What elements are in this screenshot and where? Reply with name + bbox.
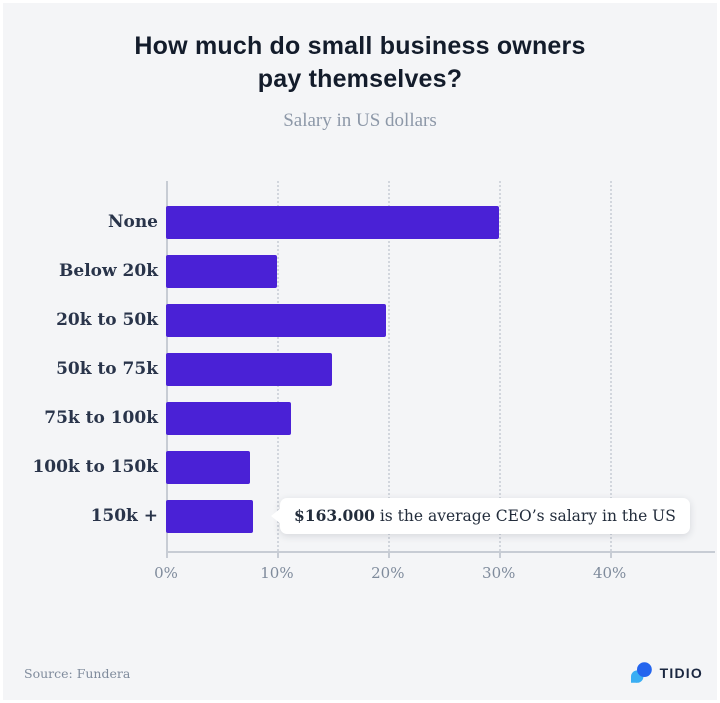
chart-row: Below 20k bbox=[23, 255, 715, 304]
brand-name: TIDIO bbox=[659, 665, 703, 681]
bar bbox=[166, 500, 253, 533]
x-axis-tick-label: 40% bbox=[592, 564, 627, 582]
category-label: None bbox=[107, 212, 158, 232]
x-axis-labels: 0% 10% 20% 30% 40% bbox=[154, 553, 715, 587]
bar bbox=[166, 353, 333, 386]
axis-tick bbox=[166, 553, 168, 558]
gridline bbox=[609, 181, 612, 551]
category-label: 20k to 50k bbox=[56, 310, 158, 330]
axis-tick bbox=[609, 553, 612, 558]
category-label: 150k + bbox=[90, 506, 158, 526]
annotation-text: is the average CEO’s salary in the US bbox=[374, 507, 676, 525]
chart-subtitle: Salary in US dollars bbox=[283, 110, 437, 131]
page-title-line1: How much do small business owners bbox=[134, 32, 586, 60]
chart-row: 100k to 150k bbox=[23, 451, 715, 500]
x-axis-tick-label: 20% bbox=[371, 564, 405, 582]
brand-logo: TIDIO bbox=[628, 660, 703, 686]
bar-track bbox=[166, 451, 715, 484]
axis-tick bbox=[276, 553, 279, 558]
category-label: 75k to 100k bbox=[44, 408, 158, 428]
bar-track bbox=[166, 304, 715, 337]
bar bbox=[166, 402, 292, 435]
chart-rows: None Below 20k 20k to 50k 50k to 75k 75k to … bbox=[23, 206, 715, 549]
bar bbox=[166, 304, 386, 337]
chart-row: 20k to 50k bbox=[23, 304, 715, 353]
x-axis-tick-label: 0% bbox=[154, 564, 178, 582]
category-label: 50k to 75k bbox=[56, 359, 158, 379]
axis-tick bbox=[498, 553, 501, 558]
tidio-logo-icon bbox=[630, 662, 652, 683]
chart-row: 150k + bbox=[23, 500, 715, 549]
chart-row: 75k to 100k bbox=[23, 402, 715, 451]
x-axis-tick-label: 10% bbox=[260, 564, 294, 582]
chart-row: 50k to 75k bbox=[23, 353, 715, 402]
bar-track bbox=[166, 255, 715, 288]
bar-chart: None Below 20k 20k to 50k 50k to 75k 75k to … bbox=[23, 181, 715, 582]
gridline bbox=[498, 181, 501, 551]
category-label: 100k to 150k bbox=[32, 457, 158, 477]
bar-track bbox=[166, 353, 715, 386]
bar-track bbox=[166, 402, 715, 435]
bar-track bbox=[166, 500, 715, 533]
axis-tick bbox=[387, 553, 390, 558]
bar bbox=[166, 451, 251, 484]
source-credit: Source: Fundera bbox=[24, 666, 131, 681]
bar-track bbox=[166, 206, 715, 239]
bar bbox=[166, 255, 277, 288]
gridline bbox=[387, 181, 390, 551]
annotation-callout: $163.000 is the average CEO’s salary in … bbox=[280, 498, 690, 534]
chart-row: None bbox=[23, 206, 715, 255]
annotation-highlight: $163.000 bbox=[294, 506, 375, 525]
category-label: Below 20k bbox=[59, 261, 158, 281]
page-title: How much do small business owners pay th… bbox=[3, 30, 717, 96]
page-title-line2: pay themselves? bbox=[257, 65, 463, 93]
x-axis-tick-label: 30% bbox=[482, 564, 516, 582]
bar bbox=[166, 206, 499, 239]
